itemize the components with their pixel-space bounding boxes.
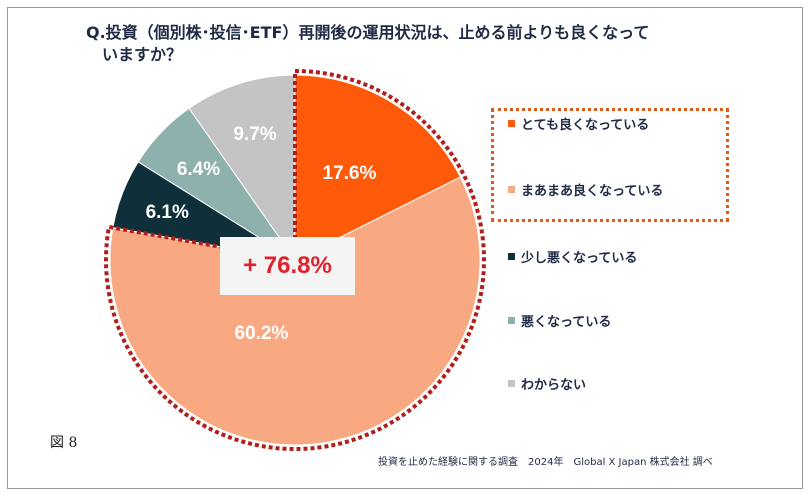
- highlight-callout: + 76.8%: [220, 237, 355, 295]
- legend-swatch: [508, 253, 515, 260]
- legend-item-somewhat-good: まあまあ良くなっている: [508, 180, 663, 199]
- chart-title-line2: いますか？: [102, 45, 183, 64]
- legend-item-unknown: わからない: [508, 374, 586, 393]
- legend-label: 悪くなっている: [521, 315, 612, 330]
- data-label-bad: 6.4%: [177, 159, 220, 180]
- legend-item-slightly-bad: 少し悪くなっている: [508, 247, 637, 266]
- legend-label: とても良くなっている: [521, 118, 650, 133]
- legend-item-very-good: とても良くなっている: [508, 114, 649, 133]
- legend-swatch: [508, 380, 515, 387]
- legend-swatch: [508, 186, 515, 193]
- legend-highlight-box: [491, 108, 729, 222]
- legend-item-bad: 悪くなっている: [508, 311, 611, 330]
- legend-label: 少し悪くなっている: [521, 251, 638, 266]
- pie-slice-unknown: [188, 74, 296, 262]
- legend-swatch: [508, 317, 515, 324]
- figure-label: 図 8: [50, 435, 78, 451]
- chart-title-line1: Q.投資（個別株･投信･ETF）再開後の運用状況は、止める前よりも良くなって: [86, 23, 650, 42]
- legend-label: まあまあ良くなっている: [521, 184, 664, 199]
- legend-label: わからない: [521, 378, 587, 393]
- source-note: 投資を止めた経験に関する調査 2024年 Global X Japan 株式会社…: [378, 457, 713, 468]
- data-label-somewhat-good: 60.2%: [234, 323, 288, 344]
- chart-title: Q.投資（個別株･投信･ETF）再開後の運用状況は、止める前よりも良くなって い…: [86, 22, 786, 66]
- legend-swatch: [508, 120, 515, 127]
- data-label-slightly-bad: 6.1%: [146, 202, 189, 223]
- pie-slice-very-good: [294, 74, 462, 261]
- data-label-unknown: 9.7%: [233, 124, 276, 145]
- data-label-very-good: 17.6%: [322, 163, 376, 184]
- highlight-outline: [104, 68, 486, 451]
